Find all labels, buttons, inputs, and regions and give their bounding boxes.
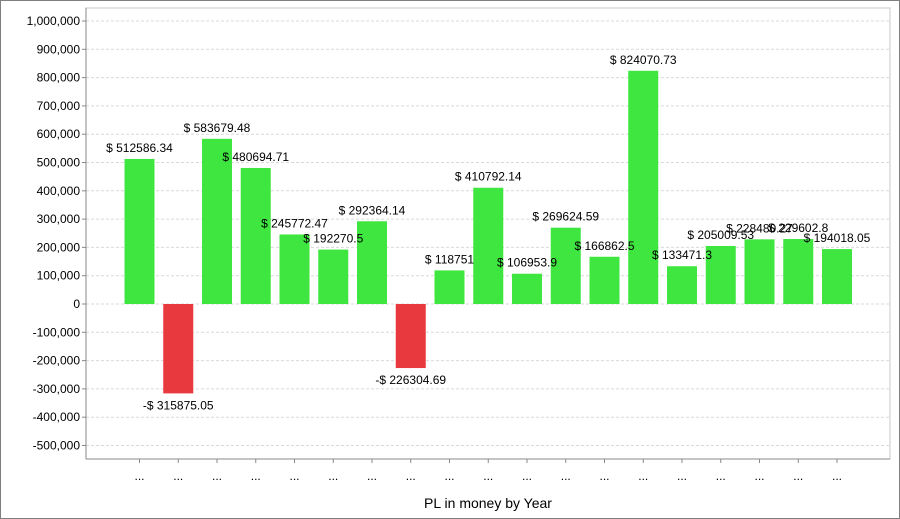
x-tick-label: ... [638, 469, 648, 483]
x-tick-label: ... [328, 469, 338, 483]
x-tick-label: ... [173, 469, 183, 483]
x-tick-label: ... [212, 469, 222, 483]
y-tick-label: 900,000 [37, 42, 81, 56]
data-label: $ 245772.47 [261, 216, 328, 230]
y-tick-label: -200,000 [33, 354, 81, 368]
data-label: $ 480694.71 [222, 150, 289, 164]
bar [318, 249, 349, 304]
bar [434, 270, 465, 304]
bar [512, 273, 542, 304]
y-tick-label: 200,000 [37, 240, 81, 254]
y-tick-label: -400,000 [33, 410, 81, 424]
y-tick-label: -100,000 [33, 325, 81, 339]
axes [82, 7, 891, 463]
y-tick-label: -500,000 [33, 439, 81, 453]
y-tick-label: 100,000 [37, 269, 81, 283]
bar [822, 249, 852, 304]
y-tick-label: 600,000 [37, 127, 81, 141]
x-axis-label: PL in money by Year [424, 495, 552, 511]
data-label: $ 269624.59 [532, 210, 599, 224]
data-label: -$ 315875.05 [143, 398, 214, 412]
y-tick-label: 400,000 [37, 184, 81, 198]
y-tick-label: 800,000 [37, 71, 81, 85]
data-label: -$ 226304.69 [375, 373, 446, 387]
y-tick-label: -300,000 [33, 382, 81, 396]
x-tick-label: ... [561, 469, 571, 483]
y-tick-label: 0 [73, 297, 80, 311]
data-label: $ 292364.14 [339, 203, 406, 217]
bar [202, 138, 232, 304]
bar [667, 266, 697, 304]
data-label: $ 133471.3 [652, 248, 712, 262]
bar [357, 221, 387, 304]
y-tick-label: 500,000 [37, 156, 81, 170]
x-tick-label: ... [444, 469, 454, 483]
data-labels: $ 512586.34 -$ 315875.05 $ 583679.48 $ 4806… [106, 53, 871, 413]
x-tick-label: ... [677, 469, 687, 483]
y-tick-label: 300,000 [37, 212, 81, 226]
data-label: $ 106953.9 [497, 256, 557, 270]
bar [783, 239, 814, 304]
data-label: $ 205009.53 [687, 228, 754, 242]
bar [240, 167, 271, 304]
bar [124, 158, 155, 304]
bar [628, 70, 659, 304]
bar [473, 187, 504, 304]
bar [550, 227, 581, 304]
bar [705, 245, 736, 304]
bar [744, 239, 775, 304]
x-tick-label: ... [483, 469, 493, 483]
data-label: $ 824070.73 [610, 53, 677, 67]
x-tick-labels: ........................................… [134, 469, 842, 483]
bar [279, 234, 310, 304]
x-tick-label: ... [522, 469, 532, 483]
bar [589, 256, 620, 304]
data-label: $ 583679.48 [184, 121, 251, 135]
bar [395, 304, 426, 369]
data-label: $ 228480.27 [726, 221, 793, 235]
data-label: $ 229602.8 [768, 221, 828, 235]
x-tick-label: ... [599, 469, 609, 483]
bars [124, 70, 852, 394]
x-tick-label: ... [832, 469, 842, 483]
x-tick-label: ... [134, 469, 144, 483]
data-label: $ 410792.14 [455, 170, 522, 184]
y-tick-labels: 1,000,000 900,000 800,000 700,000 600,000 500… [27, 14, 81, 453]
data-label: $ 194018.05 [804, 231, 871, 245]
bar [163, 304, 194, 394]
x-tick-label: ... [367, 469, 377, 483]
x-tick-label: ... [754, 469, 764, 483]
data-label: $ 192270.5 [303, 232, 363, 246]
y-tick-label: 1,000,000 [27, 14, 81, 28]
y-tick-label: 700,000 [37, 99, 81, 113]
x-tick-label: ... [289, 469, 299, 483]
data-label: $ 118751 [425, 252, 474, 266]
x-tick-label: ... [406, 469, 416, 483]
x-tick-label: ... [793, 469, 803, 483]
x-tick-label: ... [251, 469, 261, 483]
data-label: $ 166862.5 [574, 239, 634, 253]
x-tick-label: ... [716, 469, 726, 483]
data-label: $ 512586.34 [106, 141, 173, 155]
